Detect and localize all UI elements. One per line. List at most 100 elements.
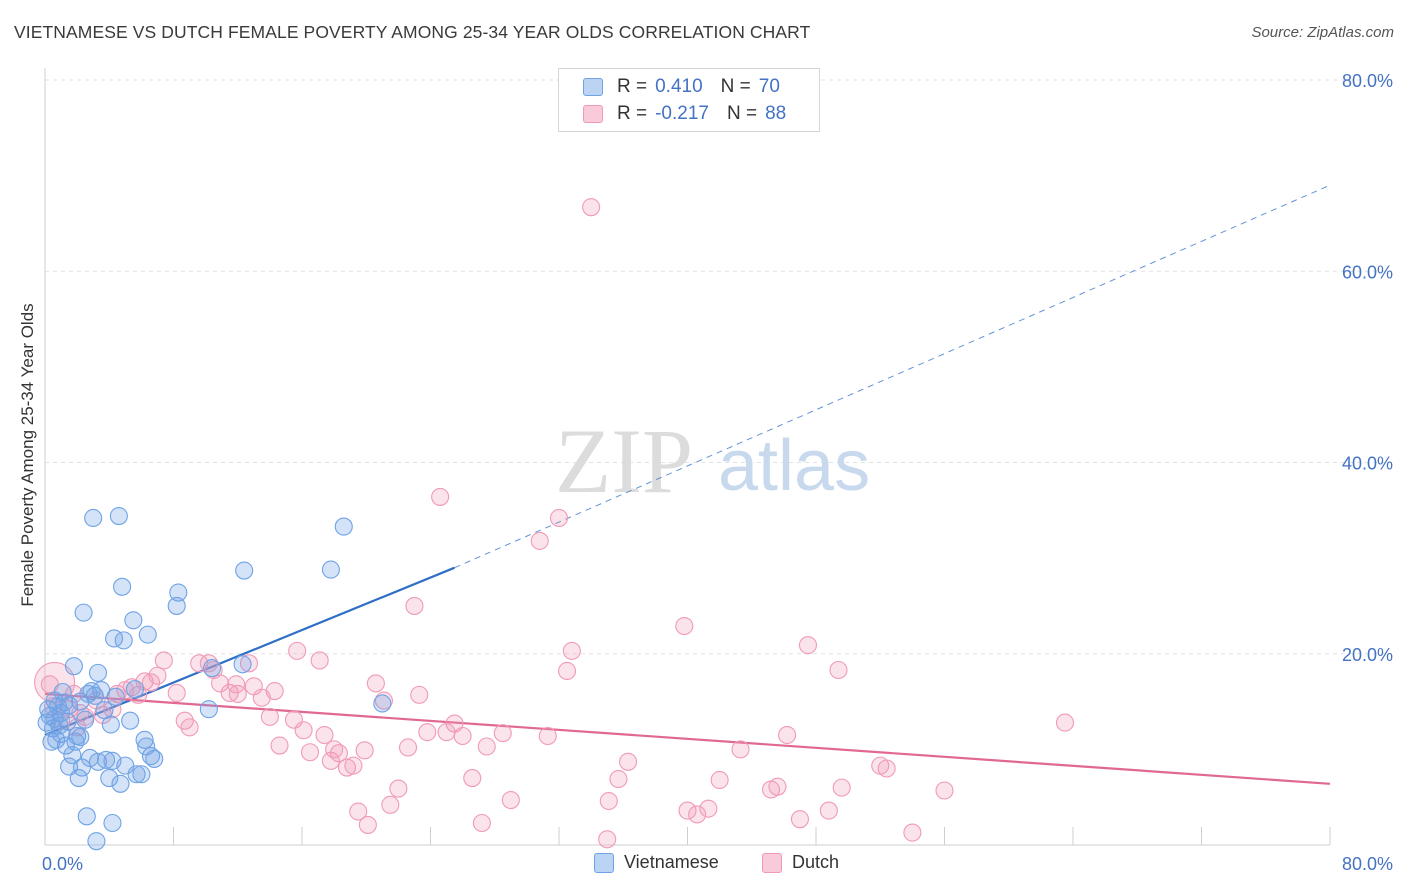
vietnamese-point: [167, 596, 186, 615]
watermark-zip: ZIP: [555, 410, 693, 512]
dutch-point: [688, 805, 707, 824]
dutch-point: [778, 725, 797, 745]
dutch-point: [288, 641, 307, 660]
y-tick-label: 60.0%: [1342, 262, 1393, 282]
vietnamese-point: [125, 680, 144, 699]
vietnamese-point: [74, 603, 93, 622]
dutch-point: [877, 759, 896, 778]
legend-r-label: R =: [617, 103, 648, 124]
dutch-point: [310, 651, 329, 670]
dutch-point: [819, 801, 838, 820]
dutch-point: [675, 616, 694, 636]
vietnamese-point: [87, 832, 106, 851]
dutch-point: [239, 654, 259, 673]
series-legend-label: Vietnamese: [624, 852, 719, 872]
dutch-point: [582, 198, 601, 217]
y-tick-label: 40.0%: [1342, 454, 1393, 474]
dutch-point: [598, 830, 617, 849]
vietnamese-point: [96, 750, 116, 769]
dutch-trend-line: [44, 692, 1331, 785]
dutch-point: [832, 778, 851, 797]
vietnamese-point: [135, 730, 154, 749]
vietnamese-point: [63, 746, 82, 765]
dutch-point: [798, 636, 818, 655]
dutch-point: [710, 770, 729, 790]
x-tick-label: 80.0%: [1342, 854, 1393, 874]
dutch-point: [34, 661, 76, 703]
dutch-point: [549, 508, 569, 528]
vietnamese-point: [82, 681, 101, 701]
watermark: ZIP atlas: [555, 410, 870, 512]
vietnamese-point: [121, 711, 140, 730]
vietnamese-point: [71, 727, 90, 746]
legend-r-value: 0.410: [655, 76, 703, 97]
dutch-point: [463, 769, 482, 788]
dutch-point: [477, 737, 496, 756]
dutch-point: [829, 660, 848, 680]
vietnamese-point: [101, 715, 120, 734]
dutch-point: [329, 744, 348, 763]
dutch-point: [349, 802, 368, 821]
dutch-point: [180, 718, 199, 737]
dutch-point: [501, 791, 520, 810]
dutch-point: [530, 531, 549, 550]
legend-n-label: N =: [726, 103, 758, 124]
dutch-point: [344, 756, 363, 775]
vietnamese-point: [109, 506, 128, 526]
dutch-point: [599, 791, 618, 811]
dutch-point: [619, 752, 638, 771]
vietnamese-point: [69, 769, 88, 788]
vietnamese-point: [334, 517, 353, 536]
vietnamese-trend-line: [44, 566, 456, 737]
series-legend-vietnamese: Vietnamese: [594, 852, 719, 873]
dutch-point: [260, 707, 279, 726]
dutch-point: [431, 487, 450, 506]
dutch-point: [300, 743, 320, 762]
dutch-point: [768, 777, 787, 796]
dutch-point: [389, 779, 408, 798]
vietnamese-points: [37, 506, 392, 851]
dutch-point: [699, 799, 718, 818]
vietnamese-point: [138, 625, 157, 644]
legend-swatch-dutch: [583, 105, 603, 123]
legend-row-vietnamese: R = 0.410 N = 70: [583, 75, 780, 99]
vietnamese-point: [106, 687, 125, 706]
trend-lines: [44, 184, 1331, 785]
vietnamese-point: [141, 747, 161, 766]
vietnamese-point: [88, 663, 108, 682]
dutch-point: [148, 666, 167, 685]
dutch-point: [337, 758, 357, 777]
dutch-point: [557, 661, 577, 681]
legend-n-value: 70: [758, 76, 780, 97]
vietnamese-point: [235, 561, 254, 580]
legend-n-label: N =: [720, 76, 751, 97]
grid-lines: [45, 79, 1392, 655]
dutch-point: [405, 596, 424, 615]
vietnamese-point: [64, 657, 83, 676]
series-legend-label: Dutch: [792, 852, 840, 872]
vietnamese-point: [124, 611, 143, 630]
stats-legend: R = 0.410 N = 70 R = -0.217 N = 88: [558, 68, 820, 132]
dutch-point: [538, 726, 557, 746]
legend-n-value: 88: [765, 103, 787, 124]
vietnamese-point: [373, 694, 392, 713]
vietnamese-point: [132, 765, 151, 784]
dutch-point: [366, 674, 385, 693]
dutch-point: [418, 723, 437, 742]
y-tick-label: 20.0%: [1342, 645, 1393, 665]
series-legend-swatch-dutch: [762, 852, 782, 873]
vietnamese-point: [203, 659, 222, 678]
dutch-points: [34, 198, 1075, 849]
dutch-point: [167, 683, 186, 703]
legend-swatch-vietnamese: [583, 78, 603, 96]
vietnamese-point: [84, 508, 103, 528]
dutch-point: [453, 726, 472, 746]
vietnamese-point: [103, 813, 122, 833]
dutch-point: [270, 736, 289, 755]
watermark-atlas: atlas: [718, 426, 870, 506]
dutch-point: [227, 675, 246, 694]
vietnamese-point: [100, 769, 119, 788]
legend-r-value: -0.217: [655, 103, 709, 124]
dutch-point: [141, 673, 161, 692]
